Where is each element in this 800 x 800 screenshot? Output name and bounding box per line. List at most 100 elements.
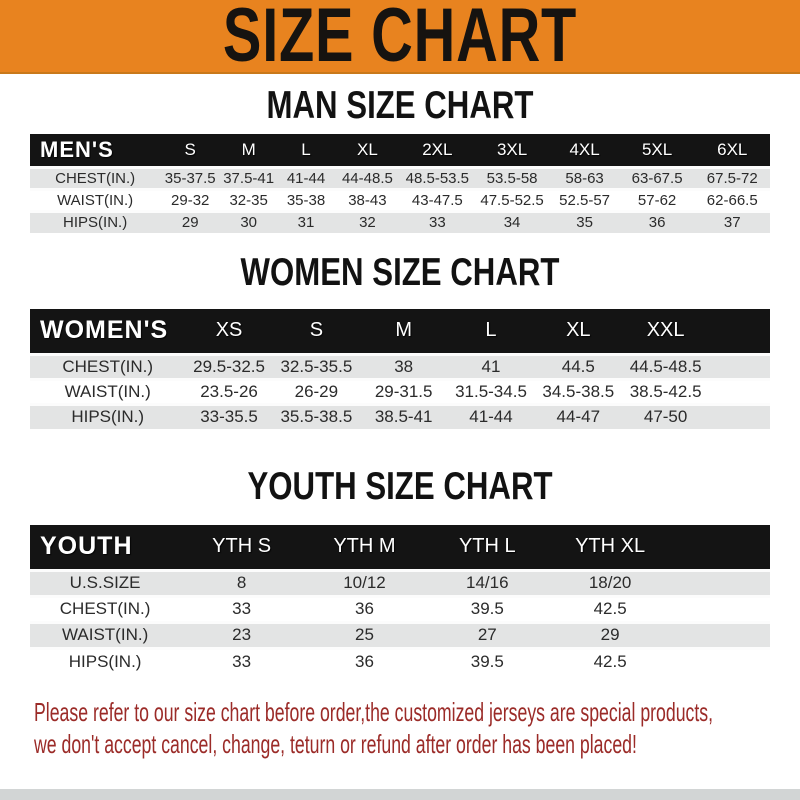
women-measurement-row: HIPS(IN.) 33-35.5 35.5-38.5 38.5-41 41-44 44-… [30,402,770,429]
size-value: 44.5-48.5 [621,352,710,379]
size-value: 8 [180,568,304,596]
spacer-cell [671,646,770,674]
women-size-header: XL [534,309,622,354]
size-value: 52.5-57 [549,187,620,211]
youth-size-header: YTH M [303,525,426,570]
section-women-size-chart: WOMEN SIZE CHART WOMEN'S XS S M L XL XXL CHEST(… [0,233,800,429]
size-value: 36 [303,594,426,622]
women-size-table: WOMEN'S XS S M L XL XXL CHEST(IN.) 29.5-32.5 32.5… [30,309,770,429]
size-value: 23 [180,620,304,648]
size-value: 67.5-72 [694,165,770,189]
size-value: 38.5-42.5 [621,377,710,404]
youth-table-label: YOUTH [30,525,181,570]
women-size-header: L [447,309,535,354]
section-man-size-chart: MAN SIZE CHART MEN'S S M L XL 2XL 3XL 4XL 5XL 6XL… [0,74,800,233]
size-value: 36 [303,646,426,674]
row-label: CHEST(IN.) [30,165,161,189]
youth-size-header: YTH XL [548,525,672,570]
size-value: 41-44 [447,402,535,429]
men-size-header: M [220,134,278,167]
spacer-cell [709,402,770,429]
size-value: 31 [277,209,335,233]
size-value: 53.5-58 [474,165,550,189]
size-value: 31.5-34.5 [447,377,535,404]
size-value: 33-35.5 [185,402,273,429]
women-table-label: WOMEN'S [30,309,186,354]
size-value: 43-47.5 [399,187,475,211]
size-value: 33 [399,209,475,233]
size-value: 26-29 [272,377,361,404]
size-value: 18/20 [548,568,672,596]
disclaimer-note: Please refer to our size chart before or… [0,696,800,760]
spacer-cell [671,620,770,648]
size-value: 37.5-41 [220,165,278,189]
men-table-label: MEN'S [30,134,161,167]
youth-size-header: YTH S [180,525,304,570]
size-value: 42.5 [548,646,672,674]
size-value: 33 [180,594,304,622]
men-measurement-row: WAIST(IN.) 29-32 32-35 35-38 38-43 43-47.5 47.… [30,187,770,211]
men-measurement-row: CHEST(IN.) 35-37.5 37.5-41 41-44 44-48.5 48.5… [30,165,770,189]
section-youth-size-chart: YOUTH SIZE CHART YOUTH YTH S YTH M YTH L YTH… [0,429,800,674]
size-value: 14/16 [425,568,549,596]
women-size-header: M [360,309,448,354]
size-value: 35.5-38.5 [272,402,361,429]
youth-measurement-row: U.S.SIZE 8 10/12 14/16 18/20 [30,568,770,596]
row-label: WAIST(IN.) [30,377,186,404]
size-value: 63-67.5 [619,165,695,189]
men-size-header: 6XL [694,134,770,167]
size-value: 47-50 [621,402,710,429]
size-value: 41-44 [277,165,335,189]
size-value: 44.5 [534,352,622,379]
size-value: 29 [548,620,672,648]
spacer-cell [671,594,770,622]
size-value: 36 [619,209,695,233]
spacer-cell [671,525,770,570]
size-value: 39.5 [425,646,549,674]
size-value: 35 [549,209,620,233]
size-value: 37 [694,209,770,233]
size-value: 29 [160,209,221,233]
size-value: 27 [425,620,549,648]
row-label: HIPS(IN.) [30,646,181,674]
size-value: 32.5-35.5 [272,352,361,379]
size-value: 42.5 [548,594,672,622]
youth-measurement-row: WAIST(IN.) 23 25 27 29 [30,620,770,648]
row-label: U.S.SIZE [30,568,181,596]
disclaimer-line-1: Please refer to our size chart before or… [34,697,714,727]
spacer-cell [709,352,770,379]
size-value: 32 [334,209,400,233]
youth-size-table: YOUTH YTH S YTH M YTH L YTH XL U.S.SIZE 8 10/12… [30,525,770,674]
youth-chart-heading: YOUTH SIZE CHART [247,465,553,508]
women-size-header: S [272,309,361,354]
row-label: CHEST(IN.) [30,352,186,379]
size-value: 62-66.5 [694,187,770,211]
spacer-cell [671,568,770,596]
size-value: 30 [220,209,278,233]
men-header-row: MEN'S S M L XL 2XL 3XL 4XL 5XL 6XL [30,134,770,167]
women-measurement-row: CHEST(IN.) 29.5-32.5 32.5-35.5 38 41 44.5 44.5… [30,352,770,379]
women-header-row: WOMEN'S XS S M L XL XXL [30,309,770,354]
page-title: SIZE CHART [222,0,578,74]
size-value: 32-35 [220,187,278,211]
size-value: 38 [360,352,448,379]
spacer-cell [709,309,770,354]
youth-size-header: YTH L [425,525,549,570]
row-label: HIPS(IN.) [30,402,186,429]
women-size-header: XXL [621,309,710,354]
row-label: WAIST(IN.) [30,620,181,648]
size-value: 34 [474,209,550,233]
size-value: 44-47 [534,402,622,429]
size-value: 57-62 [619,187,695,211]
women-measurement-row: WAIST(IN.) 23.5-26 26-29 29-31.5 31.5-34.5 34… [30,377,770,404]
row-label: HIPS(IN.) [30,209,161,233]
men-size-header: XL [334,134,400,167]
women-chart-heading: WOMEN SIZE CHART [240,251,560,294]
size-value: 29-31.5 [360,377,448,404]
size-value: 38-43 [334,187,400,211]
men-size-header: L [277,134,335,167]
row-label: CHEST(IN.) [30,594,181,622]
men-size-header: 2XL [399,134,475,167]
size-value: 58-63 [549,165,620,189]
